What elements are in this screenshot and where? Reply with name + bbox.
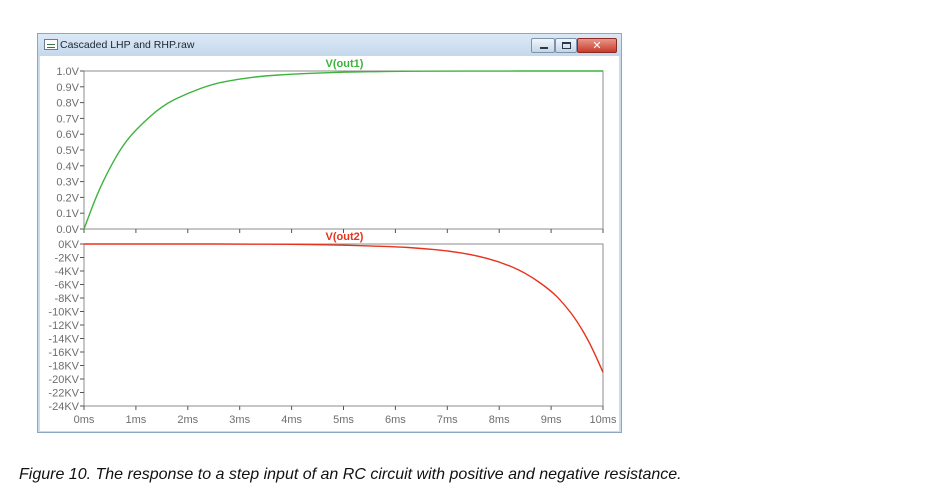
panel1-series-title: V(out1) bbox=[326, 58, 364, 70]
minimize-icon bbox=[540, 47, 548, 49]
panel1-y-tick-label: 0.6V bbox=[56, 129, 79, 141]
maximize-button[interactable] bbox=[555, 38, 577, 53]
maximize-icon bbox=[562, 42, 571, 49]
x-tick-label: 3ms bbox=[229, 414, 250, 426]
x-tick-label: 6ms bbox=[385, 414, 406, 426]
figure-caption: Figure 10. The response to a step input … bbox=[19, 466, 682, 483]
panel2-y-tick-label: -16KV bbox=[48, 347, 79, 359]
panel2-y-tick-label: -14KV bbox=[48, 334, 79, 346]
panel1-series-line bbox=[83, 70, 603, 230]
panel1-y-tick-label: 0.1V bbox=[56, 208, 79, 220]
panel2-y-tick-label: -12KV bbox=[48, 320, 79, 332]
panel2-frame bbox=[83, 243, 604, 407]
waveform-app-icon bbox=[44, 39, 58, 50]
title-bar[interactable]: Cascaded LHP and RHP.raw ✕ bbox=[38, 34, 621, 56]
panel1-y-tick-label: 1.0V bbox=[56, 66, 79, 78]
x-tick-label: 9ms bbox=[541, 414, 562, 426]
panel1-y-tick-label: 0.3V bbox=[56, 177, 79, 189]
panel2-y-tick-label: -24KV bbox=[48, 401, 79, 413]
panel1-y-tick-label: 0.5V bbox=[56, 145, 79, 157]
panel2-y-tick-label: -22KV bbox=[48, 388, 79, 400]
x-tick-label: 7ms bbox=[437, 414, 458, 426]
x-tick-label: 1ms bbox=[126, 414, 147, 426]
panel2-series-line bbox=[84, 243, 604, 373]
x-tick-label: 4ms bbox=[281, 414, 302, 426]
panel1-y-tick-label: 0.2V bbox=[56, 192, 79, 204]
panel1-y-tick-label: 0.9V bbox=[56, 82, 79, 94]
panel2-y-tick-label: -10KV bbox=[48, 307, 79, 319]
panel2-y-tick-label: -8KV bbox=[55, 293, 80, 305]
panel1-y-tick-label: 0.0V bbox=[56, 224, 79, 236]
window-title: Cascaded LHP and RHP.raw bbox=[60, 39, 195, 51]
panel2-y-tick-label: 0KV bbox=[58, 239, 79, 251]
x-tick-label: 0ms bbox=[74, 414, 95, 426]
x-tick-label: 10ms bbox=[590, 414, 617, 426]
panel2-y-tick-label: -2KV bbox=[55, 253, 80, 265]
panel1-y-tick-label: 0.8V bbox=[56, 98, 79, 110]
panel2-y-tick-label: -18KV bbox=[48, 361, 79, 373]
panel2-y-tick-label: -6KV bbox=[55, 280, 80, 292]
panel2-series-title: V(out2) bbox=[326, 231, 364, 243]
x-tick-label: 2ms bbox=[177, 414, 198, 426]
minimize-button[interactable] bbox=[531, 38, 555, 53]
x-tick-label: 5ms bbox=[333, 414, 354, 426]
panel1-y-tick-label: 0.4V bbox=[56, 161, 79, 173]
close-button[interactable]: ✕ bbox=[577, 38, 617, 53]
x-tick-label: 8ms bbox=[489, 414, 510, 426]
panel1-y-tick-label: 0.7V bbox=[56, 113, 79, 125]
panel2-y-tick-label: -4KV bbox=[55, 266, 80, 278]
panel1-frame bbox=[83, 70, 604, 230]
panel2-y-tick-label: -20KV bbox=[48, 374, 79, 386]
close-icon: ✕ bbox=[592, 39, 602, 52]
